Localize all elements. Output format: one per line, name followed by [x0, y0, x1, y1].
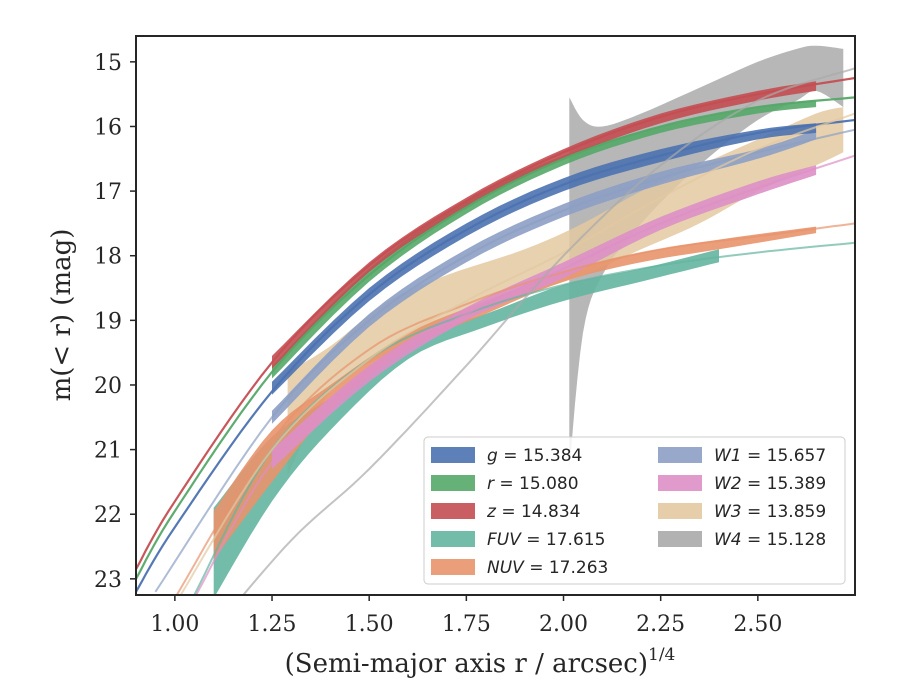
x-tick-label: 1.75	[442, 612, 491, 637]
model-line-w4	[241, 67, 855, 595]
x-tick-label: 2.00	[539, 612, 588, 637]
legend-swatch-w1	[658, 447, 702, 463]
legend-label-w3: W3 = 13.859	[714, 502, 826, 522]
band-layer	[213, 45, 844, 595]
plot-frame	[135, 35, 856, 596]
x-tick-label: 2.50	[733, 612, 782, 637]
y-tick-label: 23	[94, 568, 122, 593]
model-line-z	[136, 76, 855, 570]
y-tick-label: 16	[94, 115, 122, 140]
legend-swatch-r	[431, 475, 475, 491]
legend-swatch-z	[431, 503, 475, 519]
legend-label-w1: W1 = 15.657	[714, 446, 826, 466]
y-axis: 15 16 17 18 19 20 21 22 23	[94, 51, 136, 593]
legend-swatch-w4	[658, 531, 702, 547]
y-tick-label: 18	[94, 245, 122, 270]
x-axis-label-exponent: 1/4	[648, 645, 675, 665]
y-tick-label: 19	[94, 309, 122, 334]
legend-label-w4: W4 = 15.128	[714, 530, 826, 550]
x-tick-label: 2.25	[636, 612, 685, 637]
legend-swatch-fuv	[431, 531, 475, 547]
legend-swatch-g	[431, 447, 475, 463]
model-line-g	[136, 118, 855, 593]
model-line-nuv	[175, 222, 855, 595]
legend-label-r: r = 15.080	[487, 474, 579, 494]
y-tick-label: 20	[94, 374, 122, 399]
x-tick-label: 1.50	[345, 612, 394, 637]
legend-label-nuv: NUV = 17.263	[487, 558, 608, 578]
x-tick-label: 1.00	[150, 612, 199, 637]
model-line-r	[136, 96, 855, 580]
y-axis-label: m(< r) (mag)	[47, 229, 77, 402]
model-line-w3	[179, 112, 855, 595]
legend-label-z: z = 14.834	[486, 502, 580, 522]
y-tick-label: 17	[94, 180, 122, 205]
legend-swatch-w2	[658, 475, 702, 491]
legend-swatch-nuv	[431, 559, 475, 575]
band-w4	[569, 45, 844, 469]
model-layer	[136, 67, 855, 595]
y-tick-label: 15	[94, 51, 122, 76]
x-axis: 1.00 1.25 1.50 1.75 2.00 2.25 2.50	[150, 595, 782, 637]
legend-label-w2: W2 = 15.389	[714, 474, 826, 494]
y-tick-label: 21	[94, 439, 122, 464]
legend: g = 15.384 r = 15.080 z = 14.834 FUV = 17.6…	[423, 436, 846, 585]
y-tick-label: 22	[94, 503, 122, 528]
model-line-w2	[194, 154, 855, 595]
x-axis-label: (Semi-major axis r / arcsec)1/4	[285, 645, 676, 679]
legend-label-g: g = 15.384	[487, 446, 582, 466]
legend-frame	[423, 436, 846, 585]
x-tick-label: 1.25	[248, 612, 297, 637]
legend-label-fuv: FUV = 17.615	[487, 530, 605, 550]
band-w3	[287, 107, 844, 476]
legend-swatch-w3	[658, 503, 702, 519]
